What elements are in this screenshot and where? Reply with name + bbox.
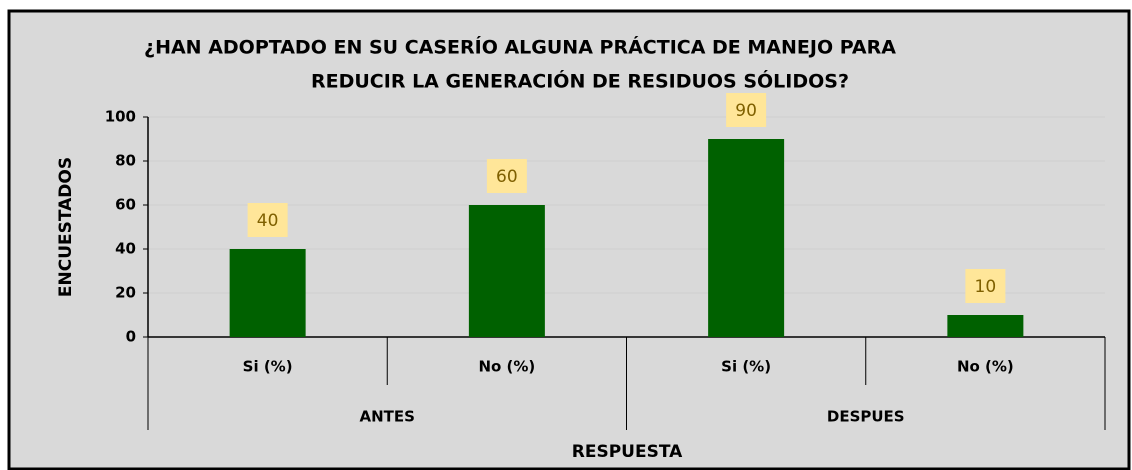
y-tick-label: 60 <box>115 196 136 214</box>
y-tick-label: 0 <box>126 328 136 346</box>
chart-title: ¿HAN ADOPTADO EN SU CASERÍO ALGUNA PRÁCT… <box>144 36 896 59</box>
y-tick-label: 40 <box>115 240 136 258</box>
group-label: ANTES <box>360 408 415 426</box>
bar <box>468 205 545 337</box>
data-label: 60 <box>496 167 518 187</box>
group-label: DESPUES <box>827 408 905 426</box>
y-tick-label: 100 <box>105 108 136 126</box>
data-label-box <box>247 203 288 237</box>
bar <box>708 139 785 337</box>
data-label: 90 <box>735 101 757 121</box>
data-label-box <box>965 269 1006 303</box>
y-tick-label: 80 <box>115 152 136 170</box>
bar <box>947 315 1024 337</box>
data-label-box <box>726 93 767 127</box>
x-tick-label: Si (%) <box>721 358 771 376</box>
chart-frame <box>7 9 1131 470</box>
x-axis-title: RESPUESTA <box>572 442 683 462</box>
y-axis-title: ENCUESTADOS <box>56 157 76 297</box>
data-label-box <box>486 159 527 193</box>
x-tick-label: No (%) <box>478 358 535 376</box>
bar <box>229 249 306 337</box>
data-label: 40 <box>257 211 279 231</box>
data-label: 10 <box>975 277 997 297</box>
x-tick-label: No (%) <box>957 358 1014 376</box>
chart-title: REDUCIR LA GENERACIÓN DE RESIDUOS SÓLIDO… <box>311 69 849 93</box>
x-tick-label: Si (%) <box>243 358 293 376</box>
y-tick-label: 20 <box>115 284 136 302</box>
